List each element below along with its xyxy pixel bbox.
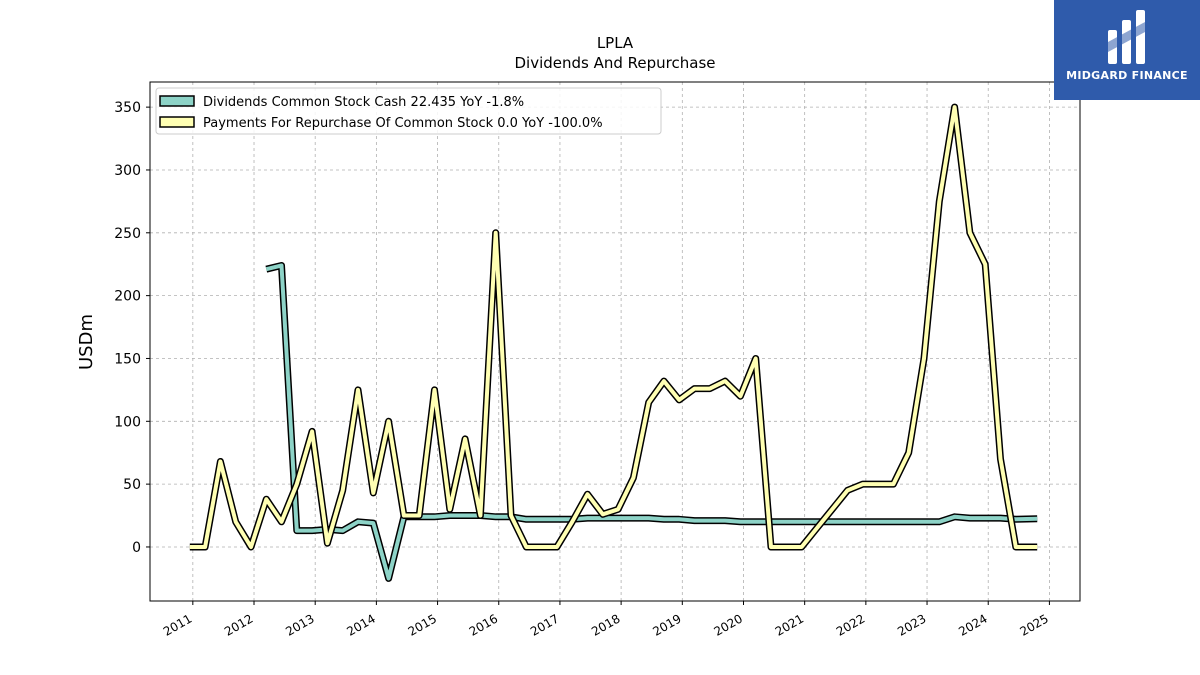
x-tick-label: 2014 [344,611,377,638]
y-tick-label: 100 [114,414,141,430]
x-tick-label: 2015 [406,611,439,638]
brand-name: MIDGARD FINANCE [1066,69,1188,82]
x-tick-label: 2011 [161,611,194,638]
series-line [189,105,1038,549]
series-lines [189,103,1038,582]
x-tick-label: 2013 [283,611,316,638]
series-line-outline [265,262,1038,582]
legend-entry-label: Payments For Repurchase Of Common Stock … [203,116,603,131]
chart-title: LPLA [597,34,634,52]
y-tick-label: 350 [114,100,141,116]
brand-mark-icon [1108,10,1145,64]
y-tick-label: 200 [114,289,141,305]
y-tick-label: 250 [114,226,141,242]
brand-logo: MIDGARD FINANCE [1054,0,1200,100]
plot-area-frame [149,81,1081,602]
x-tick-label: 2020 [712,611,745,638]
axis-ticks: 0 50 100 150 200 250 300 350 2011 2012 2013 2014 201… [114,100,1051,639]
x-tick-label: 2024 [956,611,989,638]
series-line [265,263,1038,581]
x-tick-label: 2019 [650,611,683,638]
x-tick-label: 2017 [528,611,561,638]
y-tick-label: 0 [132,540,141,556]
chart-subtitle: Dividends And Repurchase [514,54,715,72]
legend-entry-label: Dividends Common Stock Cash 22.435 YoY -… [203,95,524,110]
legend: Dividends Common Stock Cash 22.435 YoY -… [155,87,662,135]
legend-swatch [159,116,195,128]
x-tick-label: 2016 [467,611,500,638]
x-tick-label: 2021 [773,611,806,638]
x-tick-label: 2022 [834,611,867,638]
legend-box [155,87,662,135]
y-tick-label: 50 [123,477,141,493]
x-tick-label: 2012 [222,611,255,638]
y-tick-label: 300 [114,163,141,179]
x-tick-label: 2023 [895,611,928,638]
legend-swatch [159,95,195,107]
x-tick-label: 2018 [589,611,622,638]
y-tick-label: 150 [114,351,141,367]
y-axis-label: USDm [76,314,97,370]
x-tick-label: 2025 [1017,611,1050,638]
